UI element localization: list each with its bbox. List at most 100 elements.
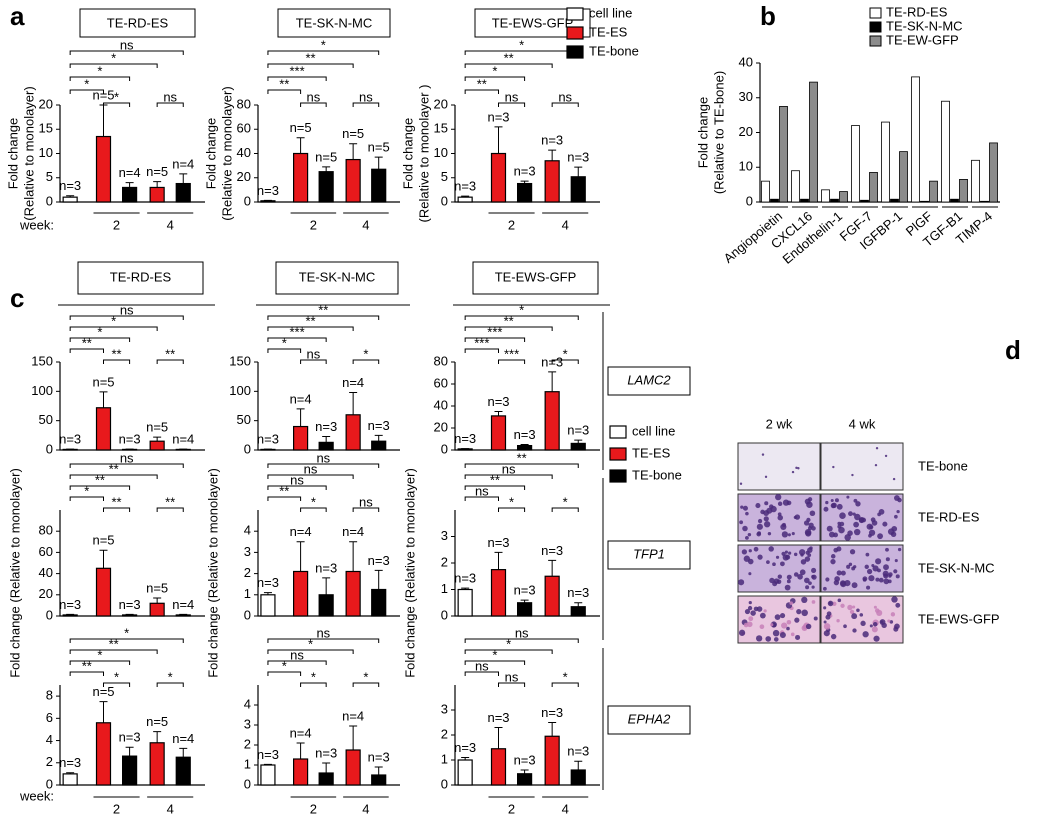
- significance-bracket: [464, 76, 526, 81]
- y-tick-label: 20: [739, 124, 753, 139]
- bar: [293, 425, 309, 451]
- error-bar: [179, 173, 188, 184]
- stain-dot: [773, 578, 780, 584]
- stain-dot: [833, 579, 840, 586]
- stain-dot: [739, 482, 743, 485]
- stain-dot: [793, 552, 798, 557]
- error-bar: [296, 541, 305, 572]
- stain-dot: [846, 495, 850, 499]
- significance-bracket: [267, 89, 302, 94]
- stain-dot: [798, 549, 806, 556]
- legend-swatch: [869, 35, 882, 47]
- y-tick-label: 2: [244, 736, 251, 751]
- stain-dot: [869, 624, 873, 628]
- bar: [121, 614, 138, 617]
- significance-bracket: [69, 315, 184, 320]
- n-label: n=3: [487, 109, 509, 124]
- stain-dot: [894, 559, 898, 563]
- significance-label: **: [490, 472, 500, 487]
- significance-label: ns: [505, 669, 519, 684]
- stain-dot: [853, 521, 860, 528]
- significance-label: ***: [504, 346, 519, 361]
- stain-dot: [887, 579, 892, 584]
- stain-dot: [777, 574, 783, 579]
- bar: [318, 772, 334, 786]
- significance-bracket: [464, 638, 579, 643]
- significance-bracket: [69, 474, 158, 479]
- column-title: TE-SK-N-MC: [299, 269, 376, 284]
- stain-dot: [843, 624, 847, 629]
- significance-label: *: [363, 346, 368, 361]
- bar: [851, 125, 860, 203]
- stain-dot: [790, 632, 795, 637]
- stain-dot: [786, 579, 791, 584]
- significance-label: *: [114, 669, 119, 684]
- bar: [516, 182, 533, 203]
- row-label: TE-EWS-GFP: [918, 611, 1000, 626]
- stain-dot: [884, 454, 888, 458]
- stain-dot: [823, 620, 827, 624]
- significance-bracket: [267, 76, 327, 81]
- error-bar: [461, 195, 470, 198]
- significance-bracket: [69, 89, 104, 94]
- stain-dot: [811, 585, 815, 589]
- group-label: 4: [362, 217, 369, 232]
- significance-label: ***: [289, 324, 304, 339]
- significance-label: *: [506, 636, 511, 651]
- significance-bracket: [69, 50, 184, 55]
- bar: [260, 764, 276, 786]
- stain-dot: [830, 633, 837, 640]
- bar: [881, 121, 890, 203]
- significance-label: *: [509, 494, 514, 509]
- bar: [62, 773, 78, 786]
- y-tick-label: 5: [441, 169, 448, 184]
- group-label: 4: [562, 217, 569, 232]
- significance-label: ns: [290, 647, 304, 662]
- bar: [516, 602, 533, 617]
- stain-dot: [830, 498, 834, 502]
- error-bar: [99, 391, 108, 408]
- significance-label: *: [519, 37, 524, 52]
- stain-dot: [897, 497, 902, 503]
- significance-label: *: [492, 647, 497, 662]
- n-label: n=3: [257, 183, 279, 198]
- stain-dot: [852, 628, 857, 633]
- group-label: 2: [310, 801, 317, 816]
- y-tick-label: 0: [46, 441, 53, 456]
- error-bar: [520, 599, 529, 603]
- significance-label: **: [109, 636, 119, 651]
- n-label: n=4: [342, 375, 364, 390]
- stain-dot: [806, 517, 811, 523]
- error-bar: [548, 371, 557, 392]
- n-label: n=3: [119, 730, 141, 745]
- significance-bracket: [464, 326, 553, 331]
- y-tick-label: 40: [739, 54, 753, 69]
- stain-dot: [846, 564, 851, 569]
- stain-dot: [848, 511, 853, 517]
- stain-dot: [871, 520, 878, 526]
- significance-bracket: [69, 485, 131, 490]
- bar: [959, 179, 968, 203]
- y-tick-label: 50: [237, 412, 251, 427]
- significance-label: ns: [505, 89, 519, 104]
- stain-dot: [793, 572, 799, 577]
- stain-dot: [797, 467, 800, 470]
- row-label: LAMC2: [627, 372, 671, 387]
- stain-dot: [740, 505, 744, 509]
- y-tick-label: 1: [244, 586, 251, 601]
- significance-label: **: [504, 50, 514, 65]
- row-label: EPHA2: [628, 711, 671, 726]
- n-label: n=3: [257, 575, 279, 590]
- significance-bracket: [267, 496, 302, 501]
- significance-bracket: [156, 507, 184, 512]
- bar: [490, 569, 507, 617]
- stain-dot: [840, 603, 845, 608]
- n-label: n=3: [541, 543, 563, 558]
- legend-label: TE-ES: [632, 445, 671, 460]
- n-label: n=3: [487, 394, 509, 409]
- n-label: n=3: [514, 427, 536, 442]
- y-axis-label: Fold change: [203, 118, 218, 190]
- bar: [980, 200, 989, 203]
- stain-dot: [826, 611, 832, 617]
- significance-bracket: [464, 485, 526, 490]
